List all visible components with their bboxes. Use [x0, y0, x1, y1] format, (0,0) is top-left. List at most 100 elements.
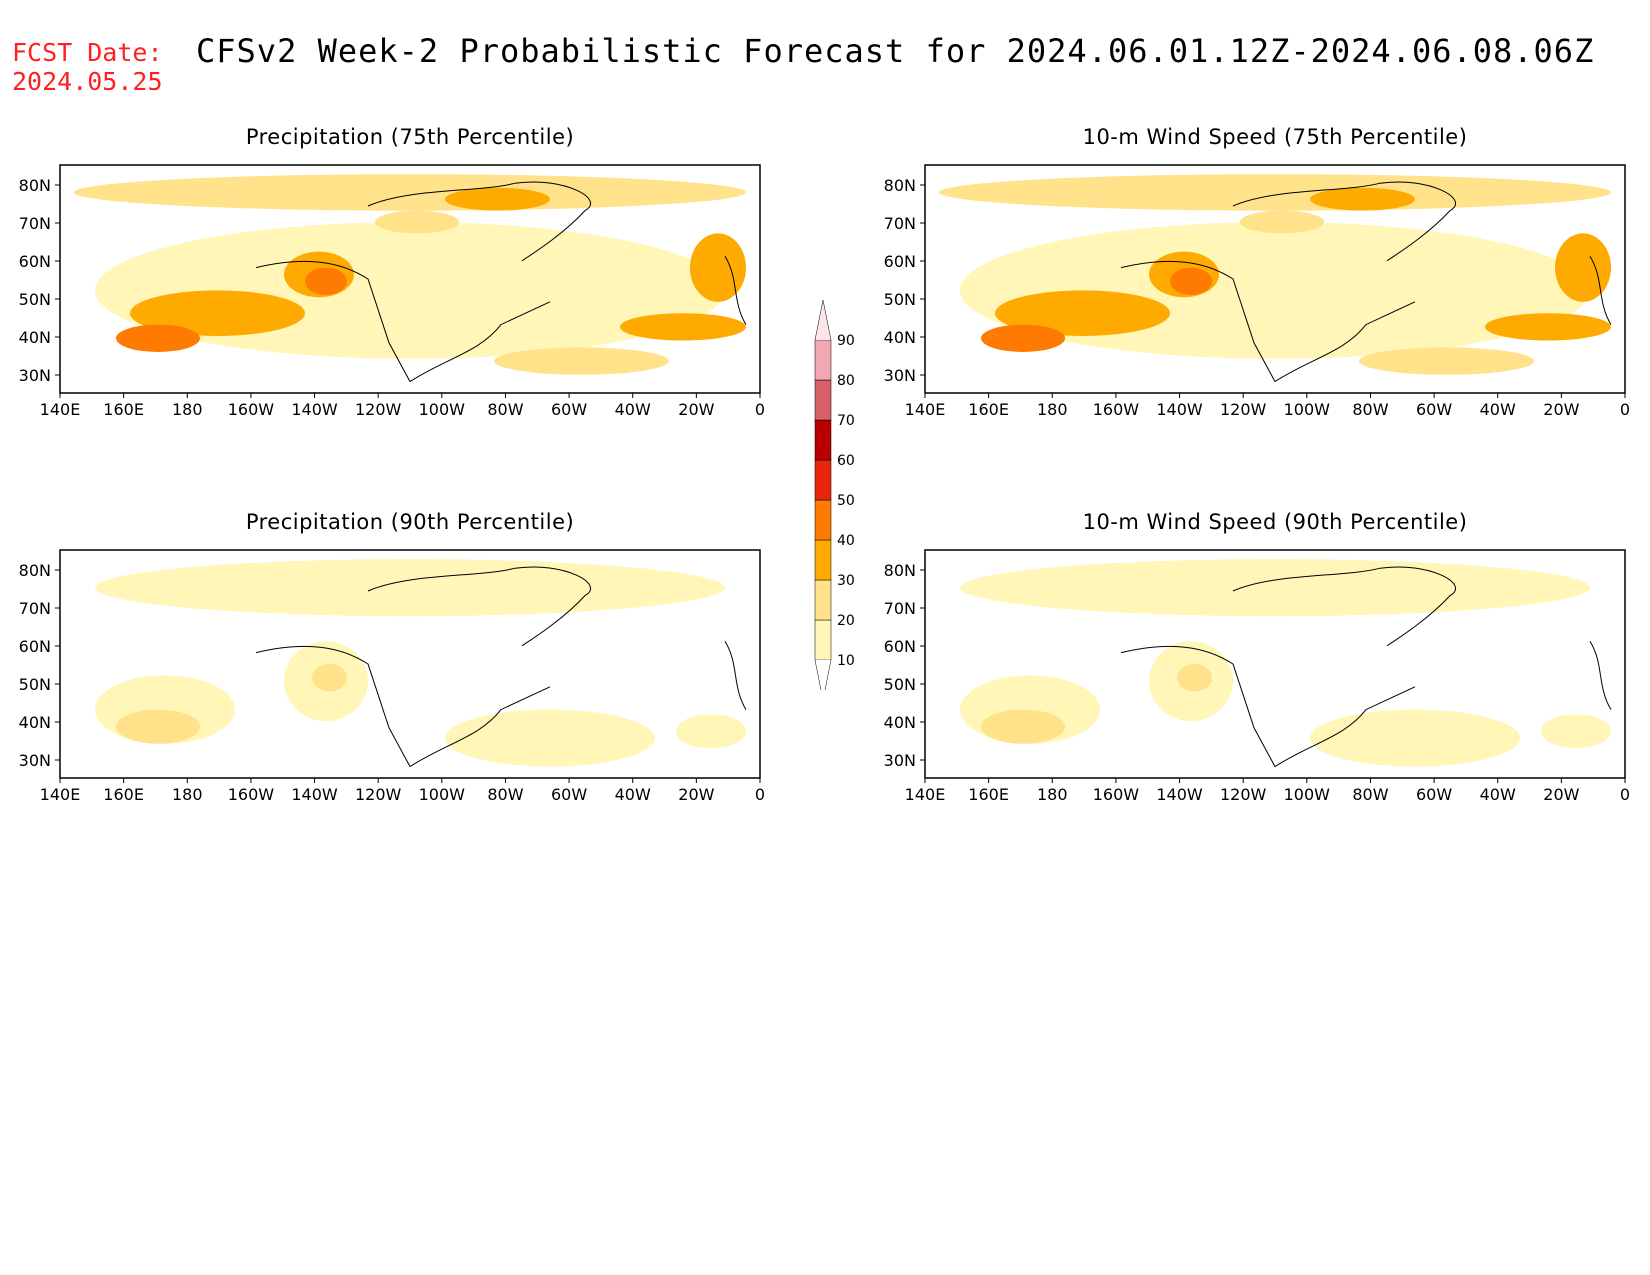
lon-label: 60W — [1416, 400, 1452, 419]
shaded-region — [981, 709, 1065, 744]
lon-label: 40W — [1480, 400, 1516, 419]
lon-label: 140W — [291, 400, 338, 419]
lon-label: 140E — [40, 785, 81, 804]
lon-label: 80W — [487, 400, 523, 419]
lon-label: 100W — [419, 785, 466, 804]
lat-label: 70N — [19, 599, 51, 618]
shading — [925, 165, 1625, 393]
lon-label: 140E — [905, 785, 946, 804]
map-precip-75: 80N 70N 60N 50N 40N 30N 140E 160E 180 160W 140W 120… — [19, 164, 765, 419]
lat-label: 70N — [884, 214, 916, 233]
shaded-region — [494, 347, 669, 375]
lon-label: 120W — [1220, 785, 1267, 804]
lat-label: 30N — [884, 751, 916, 770]
colorbar-label: 40 — [837, 533, 855, 549]
panel-title: 10-m Wind Speed (75th Percentile) — [1082, 125, 1468, 149]
colorbar-segment — [814, 459, 832, 501]
coastline — [409, 301, 551, 383]
lon-label: 160E — [968, 785, 1009, 804]
lon-label: 100W — [1284, 785, 1331, 804]
map-frame — [59, 164, 761, 394]
shading — [60, 550, 760, 778]
page-title: CFSv2 Week-2 Probabilistic Forecast for … — [196, 32, 1595, 70]
coastline — [1274, 301, 1416, 383]
lon-label: 160W — [1093, 400, 1140, 419]
lon-label: 140W — [1156, 400, 1203, 419]
lon-label: 100W — [419, 400, 466, 419]
coastline — [1589, 255, 1612, 325]
lat-label: 80N — [884, 176, 916, 195]
shaded-region — [116, 709, 200, 744]
lat-label: 40N — [19, 328, 51, 347]
shaded-region — [1541, 714, 1611, 749]
shaded-region — [1359, 347, 1534, 375]
shaded-region — [74, 174, 746, 211]
panel-title: Precipitation (75th Percentile) — [245, 125, 575, 149]
colorbar-top-arrow — [814, 299, 832, 341]
lat-label: 40N — [19, 713, 51, 732]
map-wind-75: 80N 70N 60N 50N 40N 30N 140E 160E 180 160W 140W 120… — [884, 164, 1630, 419]
lon-label: 0 — [1620, 400, 1630, 419]
lon-label: 180 — [1037, 400, 1068, 419]
shaded-region — [130, 290, 305, 336]
colorbar-label: 80 — [837, 373, 855, 389]
colorbar-segment — [814, 419, 832, 461]
coastline — [1232, 181, 1457, 262]
colorbar: 10 20 30 40 50 60 70 80 90 — [814, 299, 855, 690]
shaded-region — [939, 174, 1611, 211]
shaded-region — [375, 210, 459, 234]
colorbar-label: 20 — [837, 613, 855, 629]
panel-precip-75: Precipitation (75th Percentile) 80N 70N 60… — [0, 125, 780, 425]
lon-label: 20W — [678, 400, 714, 419]
shading — [925, 550, 1625, 778]
shaded-region — [981, 324, 1065, 352]
coastline — [367, 566, 592, 647]
colorbar-segment — [814, 579, 832, 621]
panel-wind-90: 10-m Wind Speed (90th Percentile) 80N 70N… — [865, 510, 1645, 810]
lat-label: 60N — [19, 637, 51, 656]
colorbar-label: 10 — [837, 653, 855, 669]
shaded-region — [312, 664, 347, 692]
colorbar-label: 50 — [837, 493, 855, 509]
lon-label: 120W — [1220, 400, 1267, 419]
lon-label: 20W — [1543, 400, 1579, 419]
colorbar-segment — [814, 339, 832, 381]
coastline — [1120, 645, 1276, 767]
lat-label: 40N — [884, 713, 916, 732]
lon-label: 20W — [678, 785, 714, 804]
lon-label: 0 — [755, 400, 765, 419]
colorbar-label: 90 — [837, 333, 855, 349]
lat-label: 30N — [884, 366, 916, 385]
lon-label: 60W — [1416, 785, 1452, 804]
panel-title: Precipitation (90th Percentile) — [245, 510, 575, 534]
lon-label: 40W — [615, 400, 651, 419]
lon-label: 20W — [1543, 785, 1579, 804]
shaded-region — [676, 714, 746, 749]
lat-label: 50N — [19, 290, 51, 309]
coastline — [255, 645, 411, 767]
panel-title: 10-m Wind Speed (90th Percentile) — [1082, 510, 1468, 534]
lat-label: 30N — [19, 366, 51, 385]
shaded-region — [305, 267, 347, 295]
coastline — [1232, 566, 1457, 647]
colorbar-segment — [814, 619, 832, 661]
lon-label: 140W — [1156, 785, 1203, 804]
lon-label: 160E — [103, 785, 144, 804]
lat-label: 50N — [884, 290, 916, 309]
fcst-label-text: FCST Date: — [12, 38, 163, 67]
lon-label: 120W — [355, 400, 402, 419]
lon-label: 180 — [172, 785, 203, 804]
panel-wind-75: 10-m Wind Speed (75th Percentile) 80N 70N… — [865, 125, 1645, 425]
shaded-region — [1555, 233, 1611, 302]
coastline — [255, 260, 411, 382]
lat-label: 30N — [19, 751, 51, 770]
fcst-date-value: 2024.05.25 — [12, 67, 163, 96]
shaded-region — [995, 290, 1170, 336]
lat-label: 50N — [19, 675, 51, 694]
coastline — [409, 686, 551, 768]
coastline — [1589, 640, 1612, 710]
lat-label: 50N — [884, 675, 916, 694]
lon-label: 80W — [1352, 785, 1388, 804]
shading — [60, 165, 760, 393]
forecast-date-label: FCST Date: 2024.05.25 — [12, 38, 163, 96]
